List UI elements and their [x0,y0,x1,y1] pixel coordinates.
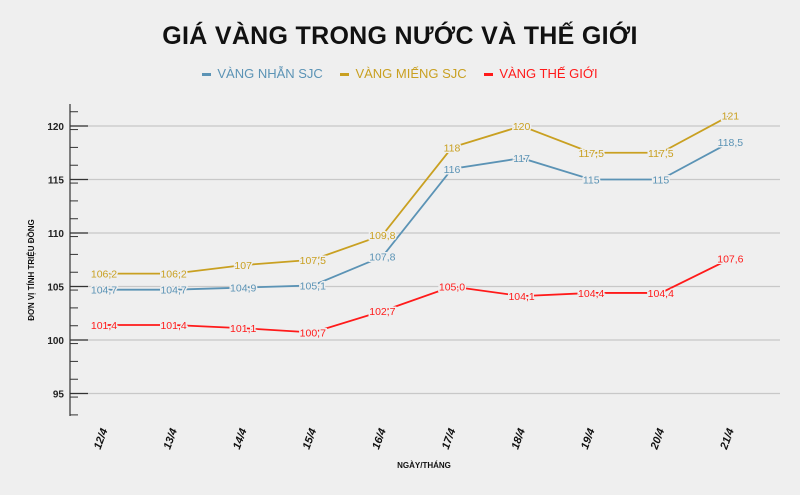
y-axis-label: ĐƠN VỊ TÍNH TRIỆU ĐỒNG [26,219,36,321]
x-tick-label: 20/4 [648,427,667,452]
chart-title: GIÁ VÀNG TRONG NƯỚC VÀ THẾ GIỚI [162,22,638,50]
data-label: 105,0 [439,282,465,294]
data-label: 104,7 [91,285,117,297]
x-tick-label: 12/4 [92,427,111,451]
data-label: 118,5 [718,137,744,149]
data-label: 106,2 [160,269,186,281]
series-line [104,257,731,334]
legend-swatch [202,73,212,77]
data-label: 101,1 [230,323,256,335]
legend-label: VÀNG MIẾNG SJC [355,66,467,81]
x-axis-label: NGÀY/THÁNG [397,461,451,470]
data-label: 101,4 [91,320,117,332]
x-tick-label: 15/4 [301,427,320,451]
y-tick-label: 105 [47,283,64,294]
legend-item-vang-nhan-sjc: VÀNG NHẪN SJC [202,66,323,81]
y-tick-label: 115 [48,176,65,187]
x-tick-label: 13/4 [161,427,180,451]
y-tick-label: 110 [48,229,65,240]
data-label: 120 [513,121,531,133]
legend-swatch [340,73,350,77]
data-label: 115 [652,175,669,187]
data-label: 100,7 [300,328,326,340]
data-label: 104,9 [230,283,256,295]
y-tick-label: 95 [53,390,65,401]
data-label: 109,8 [369,230,395,242]
legend-item-vang-mieng-sjc: VÀNG MIẾNG SJC [340,66,467,81]
data-label: 107,8 [369,252,395,264]
x-tick-label: 21/4 [718,427,737,452]
data-label: 117,5 [578,148,604,160]
data-label: 104,4 [648,288,674,300]
series-line [104,114,731,275]
data-label: 104,4 [578,288,604,300]
data-label: 105,1 [300,280,326,292]
x-tick-label: 14/4 [231,427,250,451]
y-tick-label: 100 [47,336,64,347]
data-label: 102,7 [369,306,395,318]
legend-swatch [484,73,494,77]
legend-label: VÀNG NHẪN SJC [217,66,323,81]
data-label: 118 [444,142,461,154]
data-label: 101,4 [160,320,186,332]
y-tick-label: 120 [47,122,64,133]
data-label: 116 [444,164,461,176]
data-label: 106,2 [91,269,117,281]
data-label: 104,1 [508,291,534,303]
series-line [104,141,731,291]
legend: VÀNG NHẪN SJC VÀNG MIẾNG SJC VÀNG THẾ GI… [0,66,800,81]
legend-label: VÀNG THẾ GIỚI [499,66,598,81]
legend-item-vang-the-gioi: VÀNG THẾ GIỚI [484,66,598,81]
data-label: 117,5 [648,148,674,160]
data-label: 117 [513,153,530,165]
data-label: 121 [722,110,740,122]
data-label: 107 [234,260,252,272]
data-label: 104,7 [160,285,186,297]
x-tick-label: 18/4 [509,427,528,451]
data-label: 107,6 [717,254,743,266]
data-label: 107,5 [300,255,326,267]
x-tick-label: 16/4 [370,427,389,451]
x-tick-label: 17/4 [440,427,459,451]
data-label: 115 [583,175,600,187]
x-tick-label: 19/4 [579,427,598,451]
